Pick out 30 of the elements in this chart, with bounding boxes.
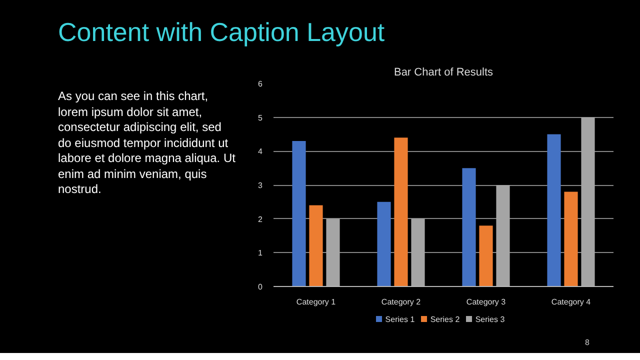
- y-tick-label: 3: [258, 181, 264, 190]
- y-tick-label: 4: [258, 147, 264, 156]
- bar: [326, 218, 340, 286]
- legend-label: Series 1: [385, 315, 415, 324]
- chart-title: Bar Chart of Results: [394, 66, 494, 78]
- x-tick-label: Category 3: [466, 298, 506, 306]
- bar: [292, 141, 306, 286]
- bar: [564, 192, 578, 286]
- y-tick-label: 0: [258, 282, 264, 292]
- y-tick-label: 2: [258, 214, 264, 224]
- y-tick-label: 5: [258, 113, 264, 122]
- bar: [411, 218, 425, 286]
- legend-label: Series 2: [430, 315, 460, 324]
- bar: [547, 134, 561, 286]
- bar: [462, 168, 476, 286]
- bar: [309, 205, 323, 286]
- y-tick-label: 6: [258, 80, 264, 88]
- text: 8: [585, 338, 590, 348]
- bar: [377, 202, 391, 286]
- bar: [496, 185, 510, 286]
- x-tick-label: Category 2: [381, 298, 422, 306]
- y-tick-label: 1: [258, 248, 264, 258]
- bar: [479, 226, 493, 286]
- bar: [394, 138, 408, 286]
- x-tick-label: Category 1: [296, 298, 336, 306]
- legend-label: Series 3: [475, 315, 505, 324]
- x-tick-label: Category 4: [551, 298, 592, 306]
- bar: [581, 117, 595, 286]
- text: Content with Caption Layout: [58, 16, 385, 49]
- text: As you can see in this chart, lorem ipsum dolor sit amet, consectetur adipiscing elit, sed do eiusmod tempor incididunt ut labore et dolore magna aliqua. Ut enim ad minim veniam, quis nostrud.: [58, 89, 236, 198]
